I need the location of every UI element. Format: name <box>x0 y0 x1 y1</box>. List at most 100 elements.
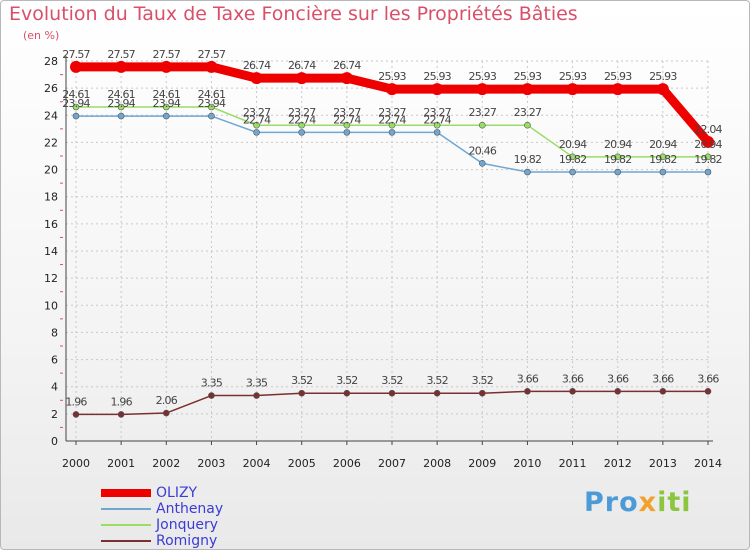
y-tick-label: 10 <box>44 299 58 312</box>
data-label-olizy: 25.93 <box>559 70 587 83</box>
data-label-jonquery: 24.61 <box>153 88 181 101</box>
y-tick-label: 8 <box>51 326 58 339</box>
data-label-jonquery: 24.61 <box>107 88 135 101</box>
data-label-jonquery: 20.94 <box>649 138 677 151</box>
data-point-anthenay <box>614 168 622 176</box>
data-label-romigny: 3.66 <box>517 372 539 385</box>
data-point-romigny <box>614 388 622 395</box>
y-tick-label: 24 <box>44 109 58 122</box>
x-tick-label: 2008 <box>423 457 451 470</box>
data-label-anthenay: 22.74 <box>288 113 316 126</box>
y-tick-label: 26 <box>44 82 58 95</box>
data-point-jonquery <box>659 153 667 161</box>
data-label-anthenay: 23.94 <box>107 97 135 110</box>
data-point-jonquery <box>253 121 260 129</box>
data-point-jonquery <box>614 153 622 161</box>
data-label-anthenay: 23.94 <box>153 97 181 110</box>
data-point-anthenay <box>162 112 170 120</box>
data-label-anthenay: 22.74 <box>243 113 271 126</box>
y-tick-label: 2 <box>51 408 58 421</box>
data-point-olizy <box>611 83 624 96</box>
data-label-jonquery: 23.27 <box>243 106 271 119</box>
data-point-jonquery <box>117 103 125 111</box>
logo-part-1: Pro <box>584 487 639 518</box>
legend-swatch-olizy <box>101 489 151 497</box>
x-tick-label: 2004 <box>243 457 271 470</box>
x-tick-label: 2009 <box>468 457 496 470</box>
data-label-romigny: 3.66 <box>562 372 584 385</box>
data-label-olizy: 22.04 <box>694 123 722 136</box>
data-label-olizy: 25.93 <box>514 70 542 83</box>
data-point-jonquery <box>433 121 441 129</box>
data-point-jonquery <box>298 121 306 129</box>
proxiti-logo: Proxiti <box>584 487 692 518</box>
data-point-romigny <box>72 411 80 418</box>
data-point-romigny <box>162 409 170 417</box>
data-point-romigny <box>298 389 306 397</box>
data-point-romigny <box>388 389 396 397</box>
data-point-olizy <box>431 83 444 96</box>
data-label-romigny: 3.35 <box>201 377 223 390</box>
data-label-romigny: 3.52 <box>381 374 402 387</box>
data-label-jonquery: 24.61 <box>198 88 226 101</box>
data-point-olizy <box>70 60 82 73</box>
data-label-jonquery: 20.94 <box>559 138 587 151</box>
data-label-anthenay: 19.82 <box>604 153 632 166</box>
data-label-olizy: 25.93 <box>469 70 497 83</box>
legend-swatch-anthenay <box>101 508 151 510</box>
data-point-anthenay <box>704 168 712 176</box>
data-label-olizy: 26.74 <box>333 59 361 72</box>
data-point-jonquery <box>72 103 80 111</box>
y-tick-label: 16 <box>44 218 58 231</box>
data-point-olizy <box>160 60 173 73</box>
data-label-olizy: 25.93 <box>649 70 677 83</box>
data-point-anthenay <box>659 168 667 176</box>
data-point-romigny <box>524 388 531 395</box>
data-label-jonquery: 23.27 <box>378 106 406 119</box>
data-point-jonquery <box>162 103 170 111</box>
y-tick-label: 22 <box>44 136 58 149</box>
data-point-jonquery <box>208 103 215 111</box>
data-point-olizy <box>656 83 669 96</box>
legend-label-romigny: Romigny <box>156 533 218 549</box>
data-label-olizy: 27.57 <box>153 48 181 61</box>
y-tick-label: 20 <box>44 164 58 177</box>
data-point-anthenay <box>388 129 396 136</box>
data-label-romigny: 3.66 <box>697 372 719 385</box>
data-point-olizy <box>295 72 308 85</box>
data-point-romigny <box>704 388 712 395</box>
data-label-jonquery: 24.61 <box>62 88 90 101</box>
data-point-romigny <box>659 388 667 395</box>
data-label-romigny: 1.96 <box>110 395 132 408</box>
data-label-romigny: 3.52 <box>291 374 312 387</box>
data-label-olizy: 26.74 <box>288 59 316 72</box>
data-point-anthenay <box>208 112 215 120</box>
legend-label-anthenay: Anthenay <box>156 501 224 517</box>
data-point-anthenay <box>253 129 260 136</box>
data-point-anthenay <box>569 168 576 176</box>
data-label-olizy: 27.57 <box>107 48 135 61</box>
x-tick-label: 2013 <box>649 457 677 470</box>
data-label-romigny: 3.52 <box>336 374 357 387</box>
data-point-olizy <box>386 83 398 96</box>
data-label-anthenay: 19.82 <box>514 153 542 166</box>
data-label-romigny: 2.06 <box>156 394 178 407</box>
data-label-jonquery: 23.27 <box>469 106 497 119</box>
data-point-romigny <box>117 411 125 418</box>
x-tick-label: 2012 <box>604 457 632 470</box>
data-point-romigny <box>343 389 351 397</box>
data-point-olizy <box>250 72 263 85</box>
legend-swatch-jonquery <box>101 524 151 526</box>
data-label-olizy: 26.74 <box>243 59 271 72</box>
data-label-jonquery: 20.94 <box>604 138 632 151</box>
data-point-jonquery <box>478 121 486 129</box>
data-point-jonquery <box>704 153 712 161</box>
data-point-romigny <box>478 389 486 397</box>
data-label-jonquery: 23.27 <box>288 106 316 119</box>
data-label-anthenay: 22.74 <box>423 113 451 126</box>
data-point-jonquery <box>343 121 351 129</box>
y-tick-label: 0 <box>51 435 58 448</box>
data-label-romigny: 3.52 <box>472 374 493 387</box>
data-point-anthenay <box>524 168 531 176</box>
